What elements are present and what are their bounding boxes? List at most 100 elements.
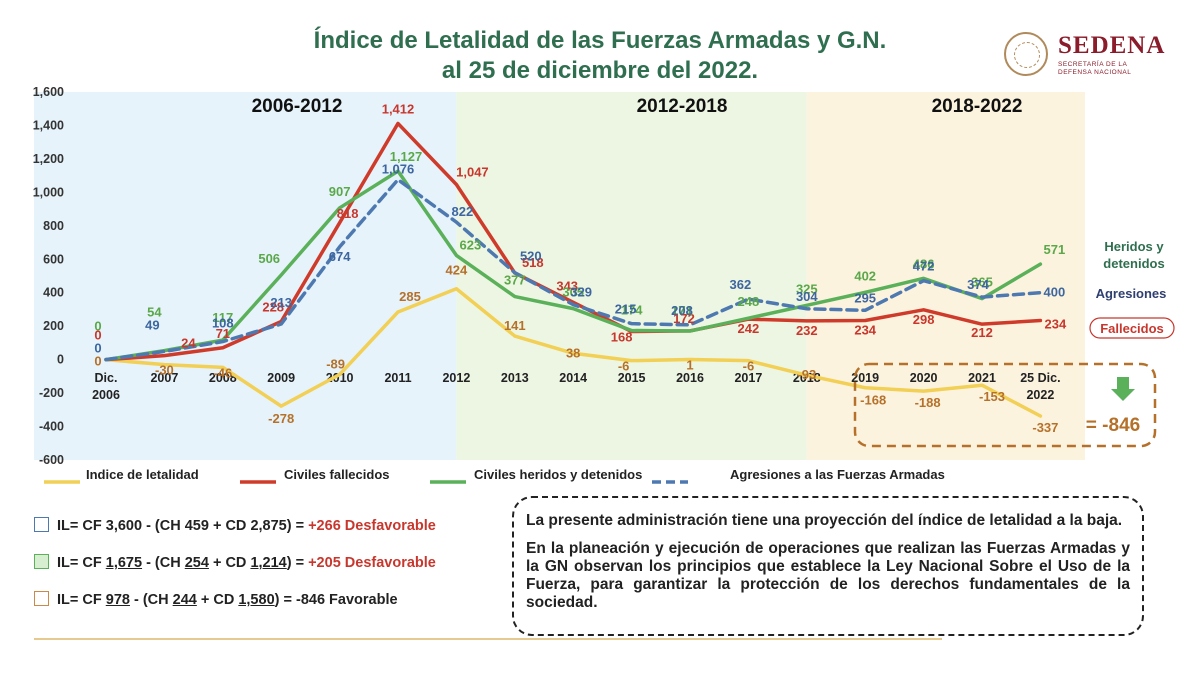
data-label: 1,412 (382, 101, 415, 116)
data-label: 141 (504, 318, 526, 333)
data-label: 329 (570, 285, 592, 300)
y-tick-label: 200 (43, 319, 64, 333)
data-label: 486 (913, 256, 935, 271)
data-label: -337 (1032, 420, 1058, 435)
formula-color-box (34, 517, 49, 532)
y-tick-label: 1,600 (33, 85, 64, 99)
x-tick-label: Dic. (95, 371, 118, 385)
data-label: 171 (671, 303, 693, 318)
period-band-2 (806, 92, 1085, 460)
formula-color-box (34, 591, 49, 606)
period-label-2: 2018-2022 (932, 96, 1023, 117)
formula-row: IL= CF 1,675 - (CH 254 + CD 1,214) = +20… (34, 554, 436, 571)
formula-ch: 459 (184, 518, 209, 534)
end-label-heridos-line-1: Heridos y (1104, 239, 1164, 254)
y-tick-label: 400 (43, 286, 64, 300)
data-label: 232 (796, 323, 818, 338)
formula-cf: 978 (105, 592, 130, 608)
data-label: 234 (1045, 316, 1067, 331)
data-label: 1,076 (382, 162, 415, 177)
data-label: 234 (854, 322, 876, 337)
x-tick-label: 2021 (968, 371, 996, 385)
data-label: 1,047 (456, 165, 489, 180)
logo-subtitle-line-2: DEFENSA NACIONAL (1058, 69, 1132, 76)
data-label: 295 (854, 290, 876, 305)
x-tick-label: 2006 (92, 388, 120, 402)
data-label: -93 (797, 367, 816, 382)
logo-subtitle: SECRETARÍA DE LA DEFENSA NACIONAL (1058, 61, 1131, 77)
x-tick-label: 2008 (209, 371, 237, 385)
data-label: 168 (611, 330, 633, 345)
data-label: 402 (854, 268, 876, 283)
data-label: 506 (258, 251, 280, 266)
data-label: 298 (913, 312, 935, 327)
data-label: 400 (1044, 285, 1066, 300)
data-label: 38 (566, 345, 580, 360)
chart-title: Índice de Letalidad de las Fuerzas Armad… (200, 26, 1000, 86)
title-line-2: al 25 de diciembre del 2022. (441, 57, 759, 84)
series-line-2 (104, 169, 1043, 362)
period-label-1: 2012-2018 (637, 96, 728, 117)
x-tick-label: 2016 (676, 371, 704, 385)
data-label: 305 (562, 285, 584, 300)
data-label: 674 (329, 249, 351, 264)
data-label: 208 (671, 303, 693, 318)
data-label: 285 (399, 289, 421, 304)
y-tick-label: 1,000 (33, 185, 64, 199)
data-label: 49 (145, 317, 159, 332)
data-label: -89 (326, 357, 345, 372)
data-label: 0 (94, 328, 101, 343)
x-tick-label: 2011 (384, 371, 411, 385)
data-label: 343 (556, 278, 578, 293)
data-label: 24 (181, 336, 196, 351)
data-label: 0 (94, 354, 101, 369)
formula-text: + CD (208, 518, 251, 534)
data-label: 907 (329, 184, 351, 199)
note-paragraph-2: En la planeación y ejecución de operacio… (526, 540, 1130, 611)
data-label: -30 (155, 363, 174, 378)
data-label: 818 (337, 206, 359, 221)
formula-cf: 1,675 (105, 555, 143, 571)
x-tick-label: 2022 (1026, 388, 1054, 402)
sedena-logo: SEDENA SECRETARÍA DE LA DEFENSA NACIONAL (1004, 30, 1184, 80)
data-label: 374 (967, 277, 989, 292)
x-tick-label: 25 Dic. (1020, 371, 1060, 385)
data-label: 228 (262, 299, 284, 314)
formula-prefix: IL= CF (57, 592, 106, 608)
period-band-0 (34, 92, 457, 460)
data-label: 212 (971, 325, 993, 340)
data-label: 172 (673, 311, 695, 326)
data-label: 174 (621, 303, 643, 318)
data-label: 108 (212, 316, 234, 331)
title-line-1: Índice de Letalidad de las Fuerzas Armad… (313, 27, 887, 54)
y-tick-label: -200 (39, 386, 64, 400)
y-tick-label: 0 (57, 353, 64, 367)
data-label: -46 (213, 365, 232, 380)
formula-cd: 2,875 (250, 518, 287, 534)
end-label-heridos-line-2: detenidos (1103, 256, 1164, 271)
data-label: 242 (738, 321, 760, 336)
x-tick-label: 2012 (442, 371, 470, 385)
formula-cd: 1,214 (250, 555, 287, 571)
period-label-0: 2006-2012 (252, 96, 343, 117)
result-label: = -846 (1086, 415, 1140, 436)
legend-label-0: Indice de letalidad (86, 467, 199, 482)
data-label: 0 (94, 319, 101, 334)
y-tick-label: 600 (43, 252, 64, 266)
formula-text: ) = (286, 518, 309, 534)
x-tick-label: 2007 (150, 371, 178, 385)
y-tick-label: 1,200 (33, 152, 64, 166)
formula-row: IL= CF 978 - (CH 244 + CD 1,580) = -846 … (34, 591, 398, 608)
mexico-coat-of-arms-icon (1004, 32, 1048, 76)
y-tick-label: -400 (39, 420, 64, 434)
y-tick-label: -600 (39, 453, 64, 467)
down-arrow-icon (1111, 377, 1135, 401)
legend-label-2: Civiles heridos y detenidos (474, 467, 642, 482)
legend-label-1: Civiles fallecidos (284, 467, 390, 482)
data-label: 520 (520, 249, 542, 264)
data-label: 117 (212, 310, 233, 325)
data-label: 623 (460, 237, 482, 252)
formula-result: -846 Favorable (296, 592, 398, 608)
footer-line (34, 638, 942, 640)
